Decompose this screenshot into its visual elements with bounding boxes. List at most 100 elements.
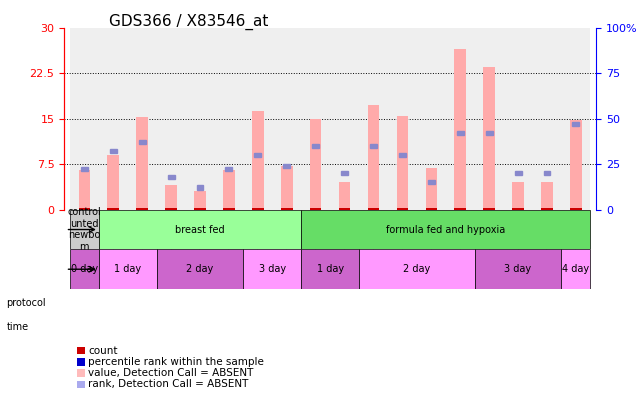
Bar [428, 180, 435, 184]
Bar [223, 170, 235, 209]
FancyBboxPatch shape [70, 209, 99, 249]
Bar [483, 208, 495, 209]
FancyBboxPatch shape [99, 249, 156, 289]
Bar [110, 149, 117, 153]
FancyBboxPatch shape [562, 249, 590, 289]
FancyBboxPatch shape [244, 249, 301, 289]
Bar [562, 28, 590, 209]
Bar [399, 153, 406, 157]
Bar [570, 120, 581, 209]
Bar [167, 175, 174, 179]
Bar [572, 122, 579, 126]
Bar [515, 171, 522, 175]
Bar [486, 131, 493, 135]
Bar [533, 28, 562, 209]
Bar [137, 118, 148, 209]
Bar [397, 116, 408, 209]
Bar [426, 168, 437, 209]
Bar [194, 208, 206, 209]
FancyBboxPatch shape [156, 249, 244, 289]
Bar [397, 208, 408, 209]
Bar [185, 28, 215, 209]
FancyBboxPatch shape [475, 249, 562, 289]
Bar [165, 208, 177, 209]
Bar [339, 208, 351, 209]
Bar [70, 28, 99, 209]
Bar [79, 170, 90, 209]
Text: protocol: protocol [6, 298, 46, 308]
Bar [445, 28, 475, 209]
Text: 0 day: 0 day [71, 264, 98, 274]
FancyBboxPatch shape [301, 209, 590, 249]
Bar [368, 208, 379, 209]
Bar [272, 28, 301, 209]
Bar [283, 164, 290, 168]
Text: 2 day: 2 day [403, 264, 431, 274]
Bar [417, 28, 445, 209]
Text: rank, Detection Call = ABSENT: rank, Detection Call = ABSENT [88, 379, 249, 389]
Bar [244, 28, 272, 209]
Text: count: count [88, 346, 118, 356]
Bar [138, 140, 146, 144]
Text: 3 day: 3 day [259, 264, 286, 274]
Text: time: time [6, 322, 29, 332]
Bar [310, 208, 321, 209]
Text: breast fed: breast fed [175, 225, 225, 234]
Bar [252, 208, 263, 209]
Bar [108, 155, 119, 209]
Bar [504, 28, 533, 209]
Bar [165, 185, 177, 209]
Bar [341, 171, 348, 175]
Text: 1 day: 1 day [317, 264, 344, 274]
Bar [128, 28, 156, 209]
Bar [544, 171, 551, 175]
Text: GDS366 / X83546_at: GDS366 / X83546_at [109, 14, 269, 30]
Bar [223, 208, 235, 209]
Bar [512, 208, 524, 209]
Bar [483, 67, 495, 209]
Bar [99, 28, 128, 209]
Text: percentile rank within the sample: percentile rank within the sample [88, 357, 264, 367]
Bar [281, 208, 292, 209]
Bar [454, 49, 466, 209]
Bar [301, 28, 330, 209]
Text: value, Detection Call = ABSENT: value, Detection Call = ABSENT [88, 368, 254, 378]
Bar [359, 28, 388, 209]
Bar [570, 208, 581, 209]
Text: control
unted
newbo
m: control unted newbo m [67, 207, 101, 252]
Bar [368, 105, 379, 209]
Text: formula fed and hypoxia: formula fed and hypoxia [386, 225, 505, 234]
Bar [252, 111, 263, 209]
FancyBboxPatch shape [99, 209, 301, 249]
Bar [541, 183, 553, 209]
Bar [281, 166, 292, 209]
Text: 2 day: 2 day [187, 264, 213, 274]
Bar [81, 167, 88, 171]
Bar [79, 208, 90, 209]
Bar [254, 153, 262, 157]
Bar [475, 28, 504, 209]
FancyBboxPatch shape [301, 249, 359, 289]
Bar [156, 28, 185, 209]
Bar [215, 28, 244, 209]
Bar [312, 144, 319, 148]
Bar [426, 208, 437, 209]
Bar [512, 183, 524, 209]
Text: 1 day: 1 day [114, 264, 141, 274]
Bar [226, 167, 233, 171]
Bar [454, 208, 466, 209]
Bar [339, 183, 351, 209]
FancyBboxPatch shape [359, 249, 475, 289]
Bar [310, 119, 321, 209]
Bar [330, 28, 359, 209]
Bar [137, 208, 148, 209]
Bar [388, 28, 417, 209]
Bar [108, 208, 119, 209]
Text: 4 day: 4 day [562, 264, 590, 274]
Text: 3 day: 3 day [504, 264, 531, 274]
Bar [194, 192, 206, 209]
Bar [541, 208, 553, 209]
Bar [457, 131, 463, 135]
FancyBboxPatch shape [70, 249, 99, 289]
Bar [370, 144, 377, 148]
